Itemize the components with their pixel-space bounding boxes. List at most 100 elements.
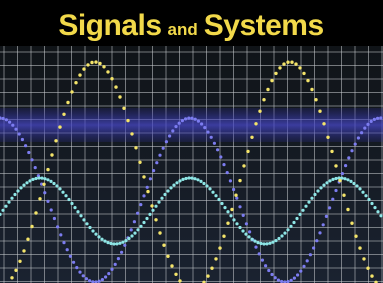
wave-dot [56,225,59,228]
wave-dot [262,98,265,101]
wave-dot [258,252,261,255]
wave-dot [162,147,165,150]
wave-dot [216,148,219,151]
wave-dot [7,201,10,204]
wave-dot [58,125,61,128]
wave-dot [174,125,177,128]
wave-dot [226,210,229,213]
wave-dot [66,248,69,251]
wave-dot [133,232,136,235]
wave-dot [238,179,241,182]
wave-dot [290,279,293,282]
wave-dot [270,79,273,82]
scope-screen [0,46,383,283]
wave-dot [158,231,161,234]
wave-dot [4,205,7,208]
wave-dot [175,181,178,184]
wave-dot [197,120,200,123]
wave-dot [190,117,193,120]
wave-dot [330,150,333,153]
wave-dot [293,277,296,280]
wave-dot [169,186,172,189]
wave-dot [97,235,100,238]
wave-dot [307,201,310,204]
wave-dot [247,235,250,238]
wave-dot [214,194,217,197]
wave-dot [193,177,196,180]
wave-dot [218,246,221,249]
wave-dot [76,210,79,213]
wave-dot [213,142,216,145]
wave-dot [376,117,379,120]
wave-dot [94,233,97,236]
wave-dot [283,232,286,235]
wave-dot [229,179,232,182]
wave-dot [238,226,241,229]
wave-dot [298,213,301,216]
wave-dot [120,251,123,254]
wave-dot [62,241,65,244]
wave-dot [168,134,171,137]
wave-dot [109,242,112,245]
wave-dot [165,140,168,143]
wave-dot [274,72,277,75]
wave-dot [27,151,30,154]
wave-dot [290,61,293,64]
wave-dot [142,221,145,224]
wave-dot [178,179,181,182]
wave-dot [235,197,238,200]
wave-dot [370,202,373,205]
wave-dot [379,116,382,119]
wave-dot [62,113,65,116]
wave-dot [362,257,365,260]
wave-dot [61,191,64,194]
wave-dot [162,244,165,247]
wave-dot [110,77,113,80]
wave-dot [13,193,16,196]
wave-dot [361,191,364,194]
wave-dot [292,221,295,224]
wave-dot [34,211,37,214]
wave-dot [248,230,251,233]
wave-dot [322,122,325,125]
wave-dot [69,255,72,258]
wave-dot [363,127,366,130]
wave-dot [295,217,298,220]
wave-dot [49,180,52,183]
wave-dot [366,123,369,126]
wave-dot [232,188,235,191]
wave-dot [355,184,358,187]
wave-dot [364,194,367,197]
wave-dot [24,144,27,147]
wave-dot [358,187,361,190]
wave-dot [55,184,58,187]
wave-dot [194,118,197,121]
wave-dot [145,217,148,220]
wave-dot [114,85,117,88]
wave-dot [352,182,355,185]
wave-dot [274,276,277,279]
wave-dot [160,197,163,200]
wave-dot [256,241,259,244]
wave-dot [349,180,352,183]
wave-dot [178,279,181,282]
wave-dot [242,164,245,167]
wave-dot [220,202,223,205]
wave-dot [139,203,142,206]
wave-dot [34,166,37,169]
cover: SignalsandSystems [0,0,383,283]
wave-dot [155,161,158,164]
title-word: and [168,20,198,39]
wave-dot [66,101,69,104]
wave-dot [250,136,253,139]
wave-dot [245,222,248,225]
wave-dot [11,124,14,127]
wave-dot [75,266,78,269]
wave-dot [246,150,249,153]
wave-dot [302,265,305,268]
wave-dot [234,194,237,197]
wave-dot [98,62,101,65]
wave-dot [322,223,325,226]
wave-dot [350,222,353,225]
wave-dot [117,257,120,260]
